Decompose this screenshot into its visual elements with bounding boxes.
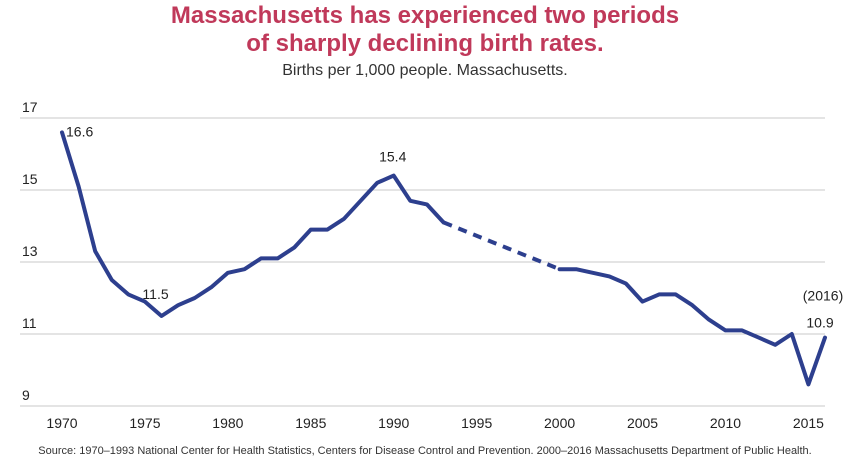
y-tick-label-11: 11: [22, 315, 37, 331]
x-tick-label-1970: 1970: [46, 415, 77, 431]
chart-title-line1: Massachusetts has experienced two period…: [170, 2, 680, 29]
data-label-3: 15.4: [379, 149, 406, 165]
series-line-1: [60, 130, 446, 318]
x-tick-label-2015: 2015: [793, 415, 824, 431]
series-line-3: [557, 267, 827, 387]
x-tick-label-1980: 1980: [212, 415, 243, 431]
x-tick-label-2005: 2005: [627, 415, 658, 431]
chart-subtitle: Births per 1,000 people. Massachusetts.: [282, 62, 568, 79]
x-tick-label-1975: 1975: [129, 415, 160, 431]
y-tick-label-15: 15: [22, 171, 38, 187]
source-note: Source: 1970–1993 National Center for He…: [38, 445, 812, 457]
data-label-2: 11.5: [142, 286, 168, 302]
series-line-2: [442, 220, 561, 272]
data-label-4: (2016): [803, 288, 843, 304]
data-label-1: 16.6: [66, 123, 93, 139]
chart-title-line2: of sharply declining birth rates.: [246, 30, 604, 57]
x-tick-label-2010: 2010: [710, 415, 741, 431]
x-tick-label-1985: 1985: [295, 415, 326, 431]
x-tick-label-1995: 1995: [461, 415, 492, 431]
data-label-5: 10.9: [806, 315, 833, 331]
y-tick-label-9: 9: [22, 387, 30, 403]
x-tick-label-2000: 2000: [544, 415, 575, 431]
y-tick-label-17: 17: [22, 99, 38, 115]
x-tick-label-1990: 1990: [378, 415, 409, 431]
y-tick-label-13: 13: [22, 243, 38, 259]
